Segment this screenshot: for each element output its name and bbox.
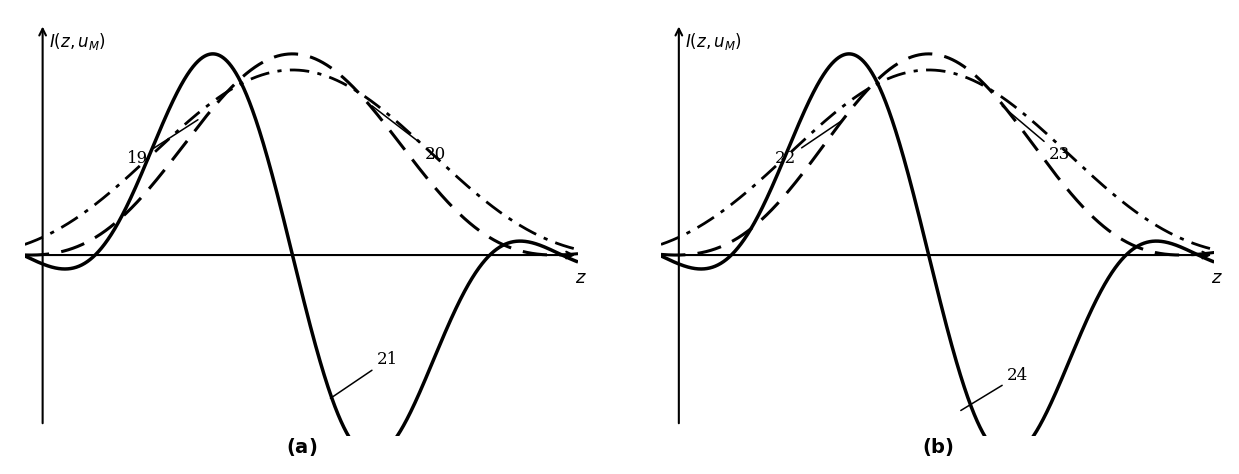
- Text: 21: 21: [331, 351, 398, 398]
- Text: $z$: $z$: [1212, 269, 1223, 287]
- Text: $\bf(b)$: $\bf(b)$: [922, 436, 954, 458]
- Text: 19: 19: [128, 120, 198, 167]
- Text: 20: 20: [372, 106, 446, 163]
- Text: 23: 23: [1002, 106, 1070, 163]
- Text: $I(z,u_M)$: $I(z,u_M)$: [685, 31, 742, 52]
- Text: $\bf(a)$: $\bf(a)$: [286, 436, 317, 458]
- Text: $z$: $z$: [575, 269, 587, 287]
- Text: 24: 24: [960, 367, 1028, 410]
- Text: 22: 22: [776, 120, 843, 167]
- Text: $I(z,u_M)$: $I(z,u_M)$: [48, 31, 105, 52]
